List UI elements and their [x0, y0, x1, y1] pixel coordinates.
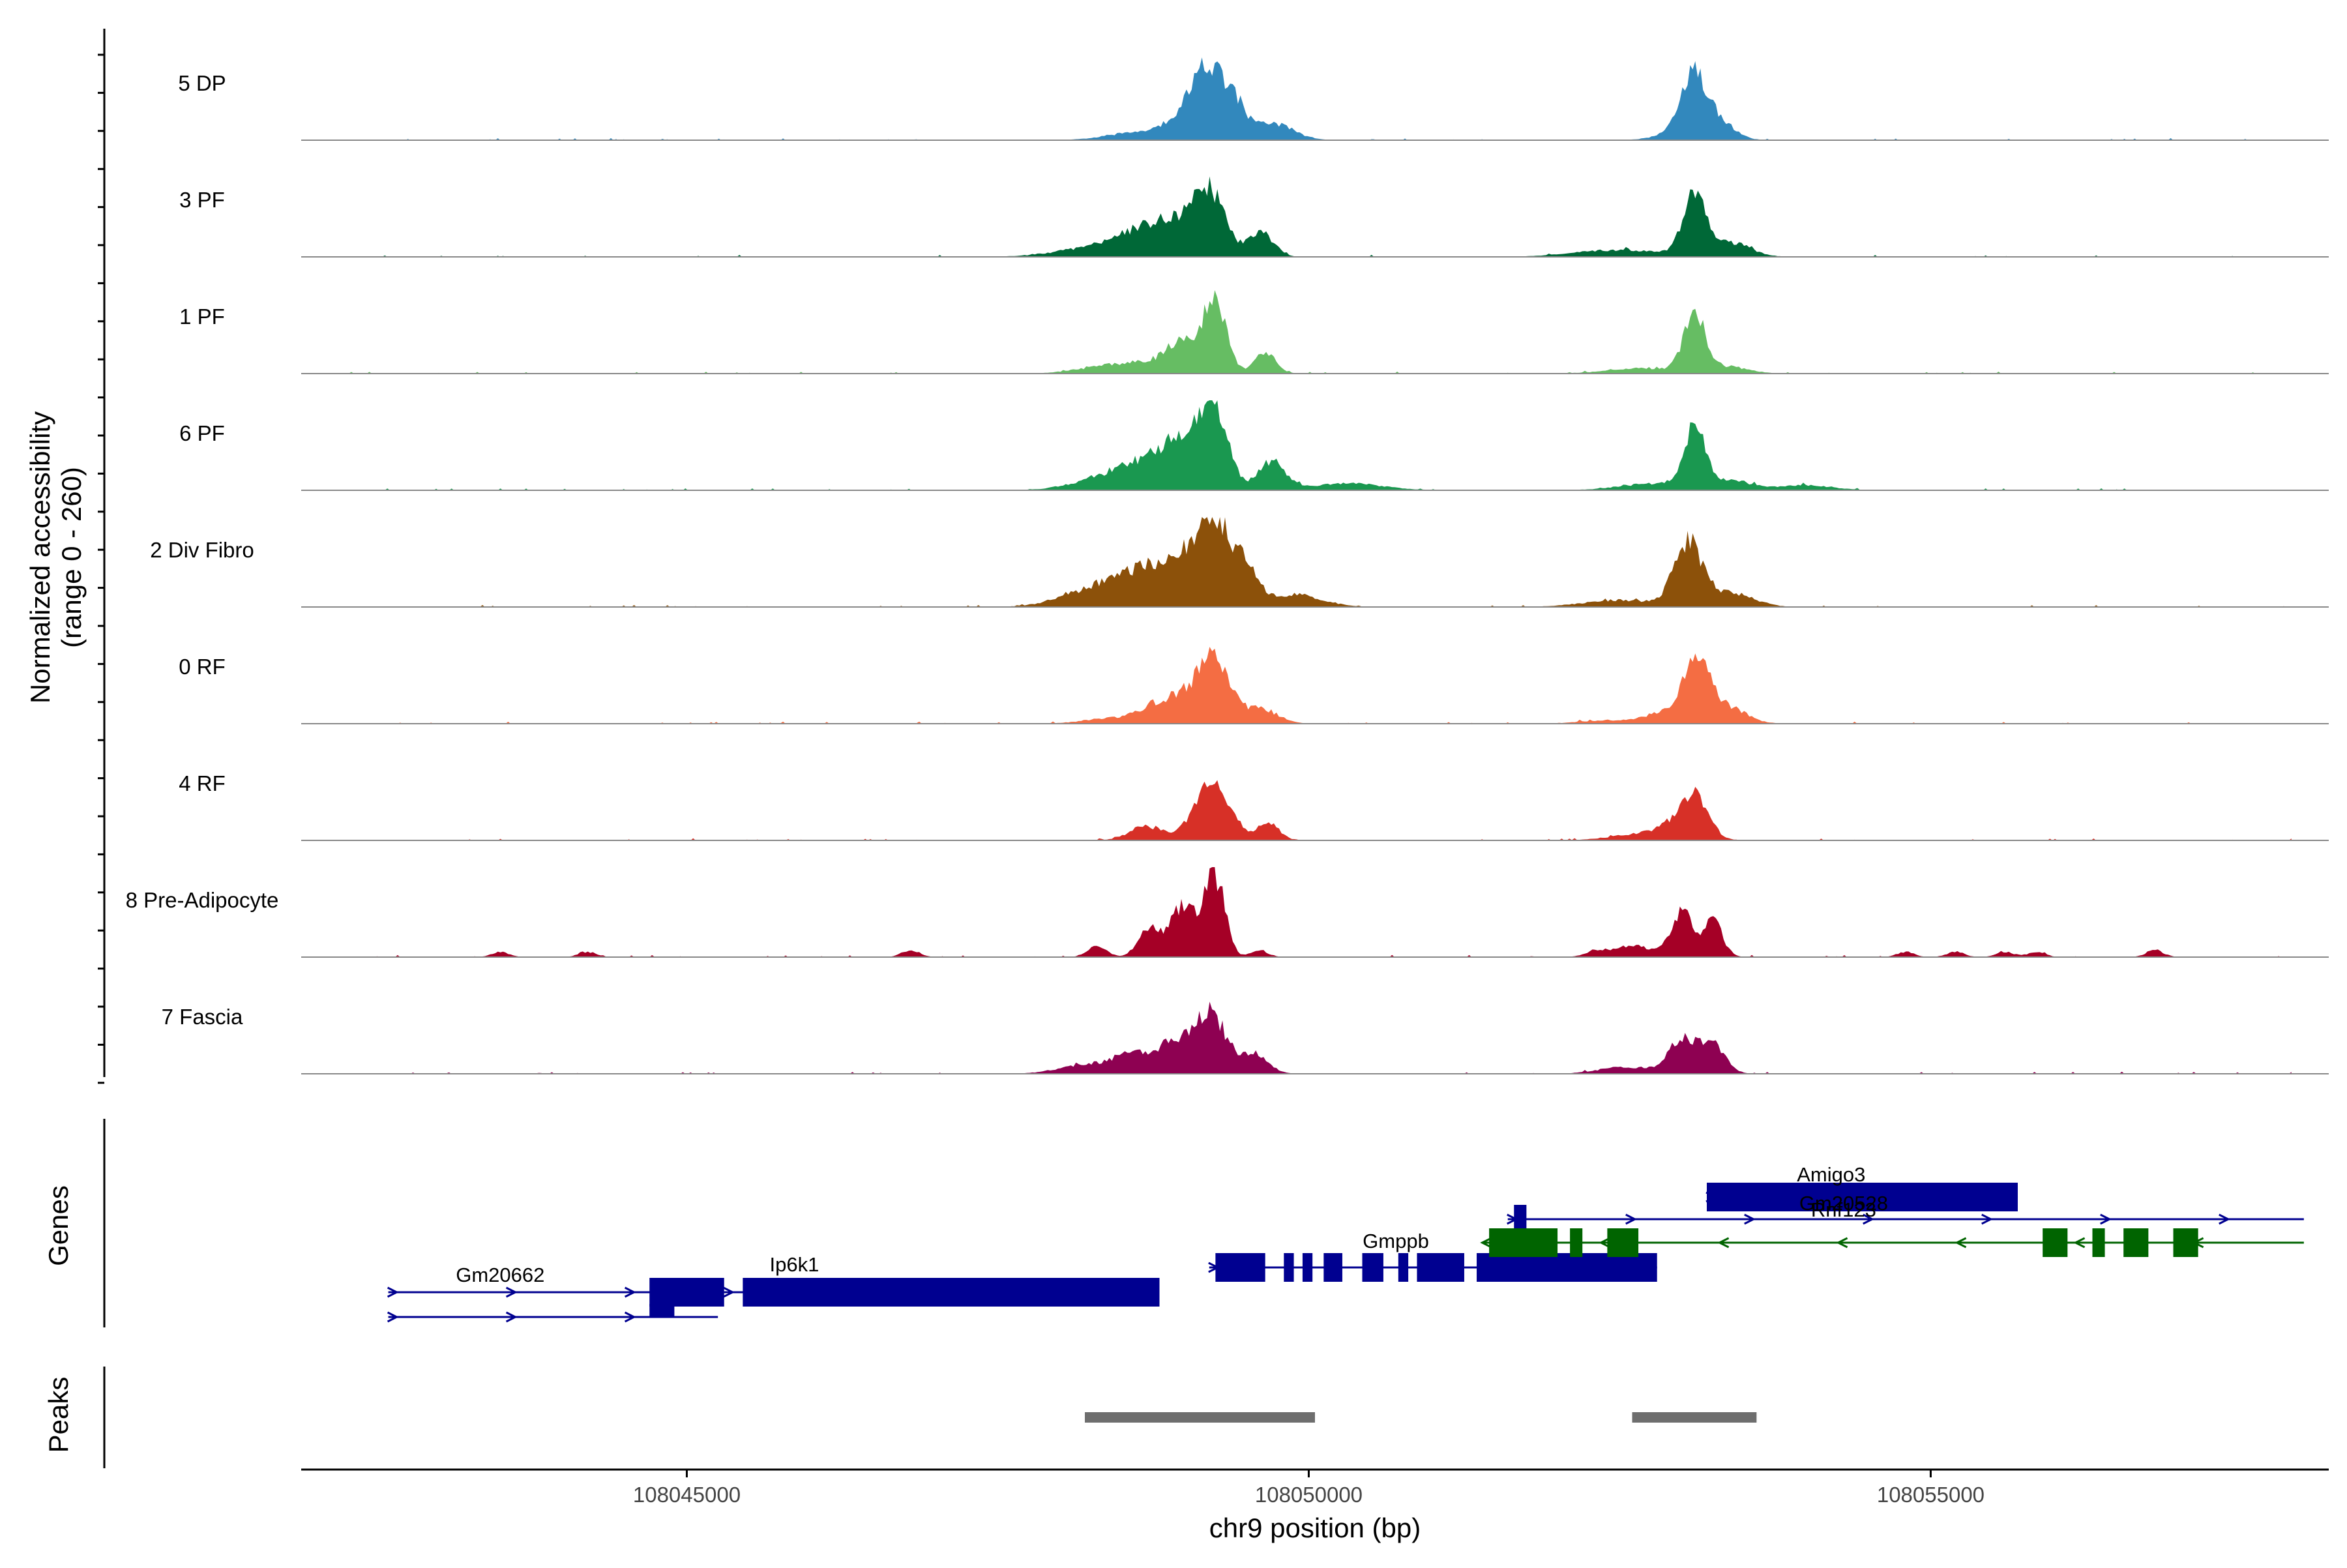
- coverage-area: [338, 1001, 2292, 1074]
- peaks-track-title: Peaks: [43, 1377, 74, 1453]
- strand-arrow: [505, 1311, 518, 1323]
- gene-ip6k1: Ip6k1: [723, 1253, 1160, 1307]
- gene-label: Gm20662: [456, 1264, 544, 1286]
- strand-arrow: [387, 1286, 399, 1298]
- gene-label: Ip6k1: [769, 1253, 819, 1276]
- left-axes: [98, 29, 106, 1468]
- coverage-area: [338, 176, 2292, 257]
- coverage-tracks: 5 DP 3 PF 1 PF 6 PF 2 Div Fibro 0 RF 4 RF 8 Pre…: [126, 57, 2329, 1074]
- gene-exon: [1302, 1253, 1313, 1282]
- coverage-area: [338, 57, 2292, 140]
- track-label: 0 RF: [179, 655, 226, 679]
- track-5-dp: 5 DP: [178, 57, 2329, 141]
- x-tick-label: 108055000: [1877, 1483, 1985, 1507]
- track-label: 5 DP: [178, 71, 226, 95]
- gene-exon: [1362, 1253, 1383, 1282]
- gene-gm20528: Gm20528: [1507, 1192, 2304, 1234]
- gene-label: Gmppb: [1363, 1230, 1429, 1252]
- peak-region: [1085, 1412, 1315, 1423]
- gene-label: Gm20528: [1799, 1192, 1888, 1215]
- y-axis-title: Normalized accessibility: [25, 411, 55, 703]
- track-7-fascia: 7 Fascia: [162, 1001, 2329, 1074]
- gene-gmppb: Gmppb: [1208, 1230, 1657, 1282]
- strand-arrow: [723, 1286, 735, 1298]
- gene-exon: [1570, 1228, 1583, 1257]
- track-3-pf: 3 PF: [179, 176, 2329, 258]
- gene-exon: [2043, 1228, 2068, 1257]
- coverage-area: [338, 867, 2292, 957]
- coverage-area: [338, 647, 2292, 724]
- gene-exon: [1477, 1253, 1657, 1282]
- coverage-area: [338, 780, 2292, 840]
- coverage-area: [338, 517, 2292, 607]
- peak-region: [1632, 1412, 1757, 1423]
- x-tick-label: 108050000: [1255, 1483, 1363, 1507]
- gene-gm20662: [387, 1304, 718, 1323]
- strand-arrow: [1717, 1237, 1730, 1249]
- gene-exon: [649, 1304, 675, 1317]
- track-label: 4 RF: [179, 771, 226, 795]
- gene-exon: [1707, 1183, 2018, 1211]
- strand-arrow: [1625, 1213, 1638, 1225]
- track-label: 7 Fascia: [162, 1005, 243, 1029]
- strand-arrow: [1863, 1213, 1875, 1225]
- x-axis-title: chr9 position (bp): [1209, 1513, 1421, 1543]
- genes-track-title: Genes: [43, 1185, 74, 1266]
- strand-arrow: [624, 1311, 636, 1323]
- track-4-rf: 4 RF: [179, 771, 2329, 841]
- track-8-pre-adipocyte: 8 Pre-Adipocyte: [126, 867, 2329, 958]
- track-label: 8 Pre-Adipocyte: [126, 888, 279, 912]
- gene-exon: [1417, 1253, 1464, 1282]
- strand-arrow: [2073, 1237, 2086, 1249]
- track-2-div-fibro: 2 Div Fibro: [150, 517, 2329, 608]
- peaks-track: [1085, 1412, 1757, 1423]
- track-label: 2 Div Fibro: [150, 538, 254, 562]
- track-label: 1 PF: [179, 304, 225, 329]
- gene-gm20662: Gm20662: [387, 1264, 724, 1307]
- coverage-area: [338, 400, 2292, 490]
- strand-arrow: [1480, 1237, 1492, 1249]
- gene-exon: [1489, 1228, 1558, 1257]
- gene-amigo3: Amigo3: [1705, 1163, 2018, 1211]
- strand-arrow: [2100, 1213, 2112, 1225]
- gene-exon: [1514, 1205, 1527, 1234]
- track-label: 6 PF: [179, 421, 225, 445]
- strand-arrow: [624, 1286, 636, 1298]
- gene-exon: [1215, 1253, 1265, 1282]
- strand-arrow: [2219, 1213, 2231, 1225]
- gene-exon: [1323, 1253, 1342, 1282]
- track-1-pf: 1 PF: [179, 290, 2329, 374]
- gene-label: Rnf123: [1811, 1198, 1876, 1221]
- gene-exon: [1284, 1253, 1294, 1282]
- gene-exon: [1607, 1228, 1639, 1257]
- strand-arrow: [505, 1286, 518, 1298]
- x-tick-label: 108045000: [633, 1483, 741, 1507]
- x-axis: 108045000 108050000 108055000: [301, 1468, 2329, 1507]
- gene-exon: [2173, 1228, 2198, 1257]
- track-label: 3 PF: [179, 188, 225, 212]
- gene-exon: [1398, 1253, 1409, 1282]
- gene-exon: [649, 1278, 724, 1307]
- strand-arrow: [1599, 1237, 1611, 1249]
- gene-rnf123: Rnf123: [1480, 1198, 2304, 1257]
- gene-label: Amigo3: [1797, 1163, 1865, 1186]
- track-6-pf: 6 PF: [179, 400, 2329, 491]
- coverage-area: [338, 290, 2292, 374]
- track-0-rf: 0 RF: [179, 647, 2329, 724]
- strand-arrow: [1955, 1237, 1967, 1249]
- strand-arrow: [1836, 1237, 1848, 1249]
- gene-exon: [2092, 1228, 2105, 1257]
- gene-exon: [743, 1278, 1160, 1307]
- strand-arrow: [387, 1311, 399, 1323]
- strand-arrow: [1744, 1213, 1756, 1225]
- strand-arrow: [1981, 1213, 1994, 1225]
- gene-exon: [2123, 1228, 2149, 1257]
- y-axis-range: (range 0 - 260): [56, 467, 87, 648]
